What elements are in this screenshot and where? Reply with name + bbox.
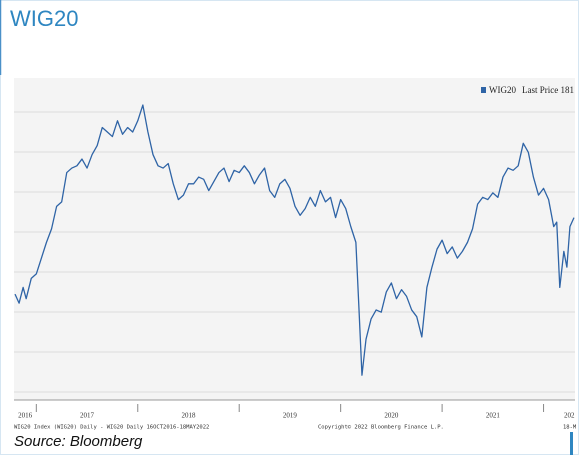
x-tick-label: 202	[564, 412, 575, 420]
accent-bar	[570, 432, 573, 455]
footer-right: 18-M	[563, 425, 577, 431]
legend-label: WIG20	[489, 85, 516, 95]
x-tick-label: 2020	[384, 412, 399, 420]
gridlines	[14, 111, 575, 393]
x-tick-label: 2017	[80, 412, 95, 420]
chart-title: WIG20	[10, 6, 78, 31]
footer-left: WIG20 Index (WIG20) Daily - WIG20 Daily …	[14, 425, 209, 431]
source: Source: Bloomberg	[14, 433, 143, 450]
copyright: Copyright© 2022 Bloomberg Finance L.P.	[318, 425, 444, 431]
x-tick-label: 2021	[486, 412, 501, 420]
legend-swatch	[481, 87, 486, 93]
line-series	[14, 104, 575, 376]
x-tick-label: 2019	[283, 412, 298, 420]
x-tick-label: 2018	[181, 412, 196, 420]
x-tick-label: 2016	[18, 412, 33, 420]
last-price: Last Price 181	[522, 85, 574, 95]
